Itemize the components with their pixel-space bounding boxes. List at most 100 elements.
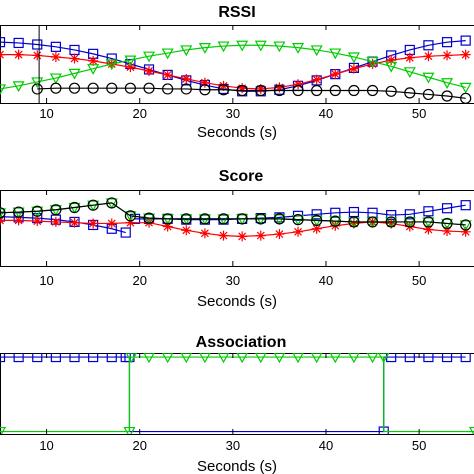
rssi-series-0-square-marker-3 [50, 41, 61, 52]
association-series-1-triangle-marker-6 [180, 353, 192, 364]
score-xtick-label-50: 50 [412, 273, 426, 288]
rssi-series-3-circle-marker-3 [87, 82, 99, 94]
score-series-2-star-marker-24 [442, 226, 453, 237]
rssi-series-3-circle-marker-8 [180, 83, 192, 95]
score-series-2-star-marker-12 [218, 230, 229, 241]
rssi-series-0-square-marker-24 [441, 37, 453, 48]
rssi-series-3-circle-marker-5 [124, 82, 136, 94]
rssi-series-2-triangle-marker-13 [236, 40, 249, 52]
score-series-4-circle-marker-7 [124, 210, 136, 222]
score-series-4-circle-marker-4 [68, 201, 81, 214]
rssi-series-2-triangle-marker-24 [441, 78, 454, 89]
rssi-series-1-star-marker-10 [181, 73, 192, 84]
score-series-2-star-marker-11 [199, 228, 210, 239]
score-xtick-label-30: 30 [226, 273, 240, 288]
rssi-series-2-triangle-marker-21 [385, 61, 398, 73]
score-series-2-star-marker-1 [13, 215, 24, 226]
score-series-0-square-marker-0 [0, 211, 6, 222]
rssi-series-3-circle-marker-23 [460, 92, 472, 103]
panel-score: Score Seconds (s) 10 20 30 40 50 [0, 168, 474, 310]
rssi-series-1-star-marker-24 [442, 50, 453, 61]
rssi-series-3-circle-marker-17 [348, 84, 360, 97]
score-series-4-circle-marker-16 [292, 214, 304, 226]
rssi-series-3-circle-marker-20 [404, 87, 416, 99]
association-series-0-square-marker-5 [88, 353, 99, 363]
rssi-series-3-circle-marker-6 [143, 82, 155, 94]
rssi-series-1-star-marker-7 [125, 62, 136, 73]
rssi-series-1-star-marker-23 [423, 51, 434, 62]
rssi-series-2-triangle-marker-2 [31, 77, 44, 89]
rssi-series-3-circle-marker-10 [217, 84, 230, 96]
rssi-series-3-circle-marker-0 [31, 83, 43, 95]
association-series-1-triangle-marker-1 [123, 426, 136, 434]
score-series-2-star-marker-15 [274, 229, 285, 240]
rssi-series-3-circle-marker-1 [50, 82, 62, 94]
score-series-2-star-marker-23 [423, 224, 434, 235]
rssi-series-2-triangle-marker-6 [105, 59, 118, 71]
score-xtick-label-20: 20 [132, 273, 146, 288]
association-series-0-square-marker-0 [0, 353, 6, 363]
score-series-4-circle-marker-15 [273, 213, 286, 225]
score-series-4-circle-marker-12 [217, 213, 230, 225]
association-series-1-triangle-marker-8 [217, 353, 230, 364]
score-series-2-star-marker-17 [311, 223, 322, 234]
rssi-series-2-triangle-marker-5 [87, 64, 100, 75]
association-series-0-square-marker-15 [441, 353, 453, 363]
score-series-4-circle-marker-18 [329, 215, 341, 227]
rssi-series-2-triangle-marker-12 [217, 41, 230, 53]
rssi-series-3-circle-marker-4 [106, 82, 118, 94]
association-series-0-square-marker-6 [106, 353, 117, 363]
association-series-0-square-marker-2 [32, 353, 43, 363]
association-xtick-label-40: 40 [319, 438, 333, 453]
score-series-4-circle-marker-8 [143, 212, 155, 224]
rssi-series-2-triangle-marker-16 [292, 43, 305, 54]
rssi-series-3-circle-marker-7 [162, 83, 174, 95]
association-series-1-triangle-marker-19 [468, 426, 474, 434]
rssi-series-0-square-marker-1 [13, 37, 24, 49]
score-series-1-square-marker-15 [404, 209, 415, 220]
score-xtick-label-40: 40 [319, 273, 333, 288]
association-series-0-square-marker-16 [460, 353, 471, 363]
rssi-series-2-triangle-marker-7 [124, 55, 137, 67]
rssi-series-1-star-marker-5 [88, 55, 99, 66]
score-series-2-star-marker-13 [237, 231, 248, 242]
rssi-series-2-triangle-marker-1 [12, 81, 25, 93]
score-series-2-star-marker-4 [69, 217, 80, 228]
association-series-group [0, 353, 474, 434]
score-series-4-circle-marker-25 [460, 219, 472, 231]
association-title: Association [196, 334, 287, 351]
rssi-series-2-triangle-marker-23 [422, 72, 435, 84]
score-series-4-circle-marker-21 [385, 216, 397, 228]
association-series-1-triangle-marker-3 [125, 353, 138, 364]
rssi-series-0-square-marker-0 [0, 37, 6, 48]
rssi-series-1-star-marker-9 [162, 69, 173, 80]
rssi-xtick-label-10: 10 [39, 106, 53, 121]
rssi-series-1-star-marker-2 [32, 50, 43, 61]
rssi-series-2-triangle-marker-18 [329, 48, 342, 60]
rssi-series-2-triangle-marker-20 [366, 57, 379, 68]
association-series-0-square-marker-3 [50, 353, 61, 363]
rssi-series-2-triangle-marker-17 [310, 45, 323, 57]
association-series-0-square-marker-14 [423, 353, 434, 363]
score-series-4-circle-marker-14 [255, 213, 267, 225]
score-series-4-circle-marker-19 [348, 216, 360, 228]
association-series-1-triangle-marker-9 [236, 353, 248, 364]
rssi-series-2-triangle-marker-10 [180, 45, 193, 57]
rssi-series-1-star-marker-14 [255, 83, 266, 94]
rssi-series-1-star-marker-13 [237, 83, 248, 94]
score-title: Score [219, 168, 264, 185]
score-series-2-star-marker-25 [460, 226, 471, 237]
rssi-series-1-star-marker-17 [311, 74, 322, 85]
score-series-1-square-marker-17 [441, 203, 453, 214]
score-series-2-star-marker-2 [32, 216, 43, 227]
score-series-4-circle-marker-22 [404, 216, 416, 228]
association-series-0-square-marker-13 [404, 353, 415, 363]
rssi-series-0-square-marker-23 [423, 40, 434, 51]
score-series-4-line [0, 202, 466, 226]
score-series-1-square-marker-18 [460, 200, 471, 211]
rssi-series-2-triangle-marker-22 [403, 67, 416, 79]
score-series-group [0, 197, 472, 242]
score-series-4-circle-marker-24 [441, 217, 453, 230]
score-series-4-circle-marker-9 [162, 213, 174, 225]
